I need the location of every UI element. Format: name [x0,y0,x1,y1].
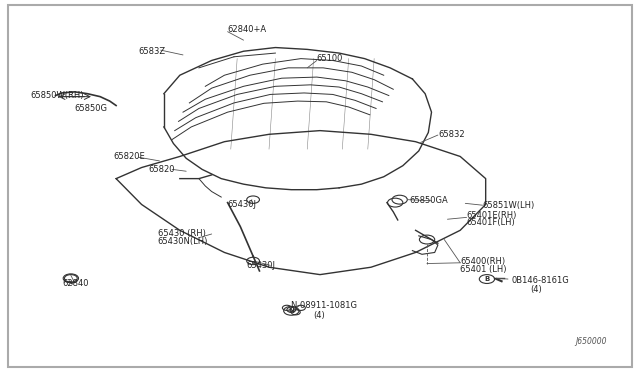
Text: 62840: 62840 [62,279,88,288]
Text: 65820E: 65820E [113,152,145,161]
Text: 65430J: 65430J [246,261,276,270]
Text: N 08911-1081G: N 08911-1081G [291,301,357,311]
Text: 65100: 65100 [317,54,343,63]
Text: 65401F(LH): 65401F(LH) [467,218,515,227]
Text: J650000: J650000 [575,337,606,346]
Text: 65851W(LH): 65851W(LH) [483,201,535,210]
Text: N: N [289,308,294,314]
Text: 65850W(RH): 65850W(RH) [30,91,84,100]
Text: 6583Z: 6583Z [138,47,166,56]
Text: 65401E(RH): 65401E(RH) [467,211,517,220]
Text: 65850GA: 65850GA [409,196,448,205]
Text: 65850G: 65850G [75,104,108,113]
Text: 65820: 65820 [148,165,175,174]
Text: 65430N(LH): 65430N(LH) [157,237,208,246]
Text: 65430 (RH): 65430 (RH) [157,230,205,238]
Text: (4): (4) [531,285,542,294]
Text: 62840+A: 62840+A [228,25,267,33]
Text: (4): (4) [314,311,325,320]
Text: 65400(RH): 65400(RH) [460,257,506,266]
Text: 65401 (LH): 65401 (LH) [460,264,507,273]
Text: 0B146-8161G: 0B146-8161G [511,276,569,285]
Text: 65832: 65832 [438,130,465,139]
Text: 65430J: 65430J [228,200,257,209]
Text: B: B [484,276,490,282]
